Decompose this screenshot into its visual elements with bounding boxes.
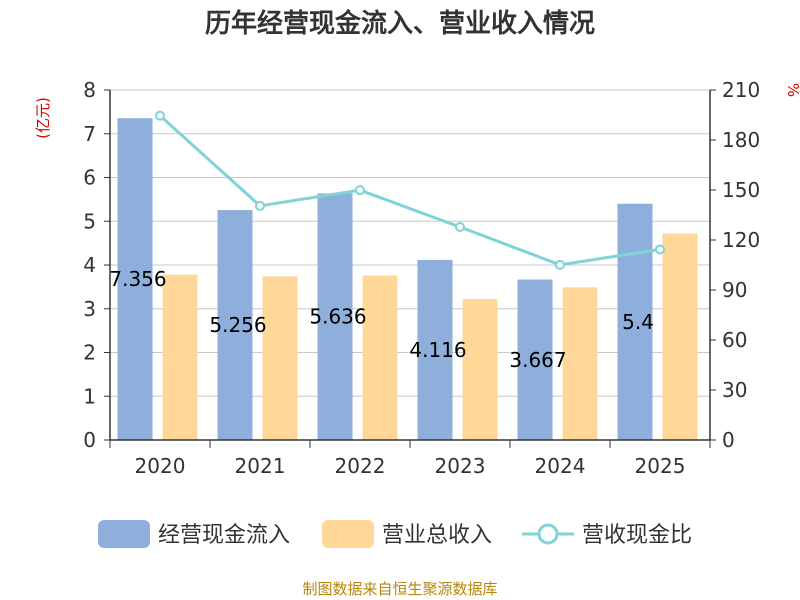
right-tick-label: 30 [722, 378, 747, 402]
left-tick-label: 3 [83, 297, 96, 321]
bar [417, 259, 453, 440]
ratio-point [155, 110, 165, 121]
data-label: 4.116 [409, 338, 466, 362]
bar [362, 275, 398, 440]
data-label: 5.256 [209, 313, 266, 337]
legend-label: 经营现金流入 [158, 523, 290, 548]
bar [562, 287, 598, 440]
left-tick-label: 5 [83, 209, 96, 233]
grid-lines [110, 89, 710, 441]
left-tick-label: 7 [83, 122, 96, 146]
right-axis-unit: % [784, 83, 800, 97]
bar [162, 274, 198, 440]
legend-swatch-ratio-marker [537, 523, 559, 545]
chart-title: 历年经营现金流入、营业收入情况 [205, 8, 595, 39]
legend-swatch-cash-inflow [98, 520, 150, 548]
right-tick-label: 90 [722, 278, 747, 302]
ratio-point [355, 185, 365, 196]
ratio-point [255, 200, 265, 211]
x-tick-label: 2022 [335, 454, 386, 478]
bars [117, 118, 698, 441]
right-tick-label: 150 [722, 178, 760, 202]
right-tick-label: 60 [722, 328, 747, 352]
right-tick-label: 120 [722, 228, 760, 252]
bar [262, 276, 298, 440]
x-tick-label: 2021 [235, 454, 286, 478]
left-tick-label: 4 [83, 253, 96, 277]
bar [217, 210, 253, 440]
left-tick-label: 8 [83, 78, 96, 102]
data-label: 5.4 [622, 310, 654, 334]
legend-label: 营收现金比 [582, 523, 692, 548]
x-tick-label: 2024 [535, 454, 586, 478]
bar [462, 299, 498, 440]
bar [317, 193, 353, 440]
data-label: 3.667 [509, 348, 566, 372]
x-tick-label: 2020 [135, 454, 186, 478]
ratio-point [455, 222, 465, 232]
data-label: 7.356 [109, 267, 166, 291]
left-tick-label: 6 [83, 166, 96, 190]
legend-label: 营业总收入 [382, 523, 492, 548]
left-tick-label: 0 [83, 428, 96, 452]
x-tick-label: 2023 [435, 454, 486, 478]
source-note: 制图数据来自恒生聚源数据库 [302, 580, 497, 598]
x-tick-label: 2025 [635, 454, 686, 478]
right-tick-label: 180 [722, 128, 760, 152]
bar [662, 233, 698, 440]
right-tick-label: 210 [722, 78, 760, 102]
bar [517, 279, 553, 440]
legend-swatch-revenue [322, 520, 374, 548]
right-tick-label: 0 [722, 428, 735, 452]
bar [117, 118, 153, 441]
ratio-point [655, 244, 665, 255]
legend: 经营现金流入 营业总收入 营收现金比 [98, 520, 692, 548]
ratio-line-path [158, 114, 661, 267]
ratio-line [155, 110, 665, 270]
data-label: 5.636 [309, 305, 366, 329]
data-labels: 7.356 5.256 5.636 4.116 3.667 5.4 [109, 267, 654, 372]
left-axis-unit: (亿元) [34, 97, 52, 139]
ratio-point [555, 259, 565, 270]
axes: 0 1 2 3 4 5 6 7 8 0 30 60 90 120 150 180 210 2020 2021 2022… [83, 78, 760, 478]
left-tick-label: 1 [83, 384, 96, 408]
left-tick-label: 2 [83, 341, 96, 365]
bar [617, 203, 653, 440]
